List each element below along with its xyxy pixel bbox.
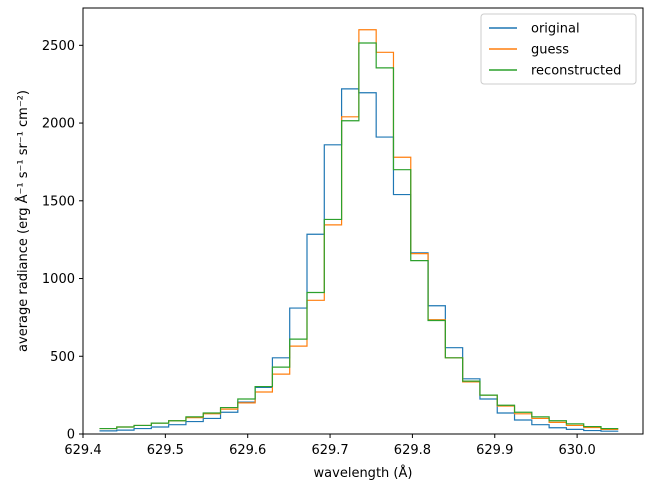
y-tick-label: 2000 [42, 117, 75, 132]
legend-label-reconstructed: reconstructed [531, 64, 621, 79]
y-tick-label: 500 [50, 350, 75, 365]
plot-frame [82, 7, 644, 435]
y-axis-ticks: 0 500 1000 1500 2000 2500 [42, 39, 83, 443]
legend: original guess reconstructed [480, 13, 637, 85]
legend-box [480, 13, 637, 85]
y-tick-label: 2500 [42, 39, 75, 54]
x-axis-label: wavelength (Å) [314, 465, 413, 481]
x-tick-label: 630.0 [559, 443, 596, 458]
x-tick-label: 629.6 [229, 443, 266, 458]
legend-label-guess: guess [531, 43, 569, 58]
y-axis-label: average radiance (erg Å⁻¹ s⁻¹ sr⁻¹ cm⁻²) [15, 90, 31, 352]
x-tick-label: 629.9 [476, 443, 513, 458]
x-tick-label: 629.7 [311, 443, 348, 458]
x-tick-label: 629.5 [147, 443, 184, 458]
y-tick-label: 1000 [42, 272, 75, 287]
series-reconstructed-line [99, 42, 619, 430]
series-original-line [99, 88, 619, 432]
series-layer [99, 29, 619, 432]
y-tick-label: 1500 [42, 194, 75, 209]
legend-label-original: original [531, 22, 580, 37]
x-tick-label: 629.4 [64, 443, 101, 458]
y-tick-label: 0 [67, 428, 75, 443]
x-tick-label: 629.8 [394, 443, 431, 458]
x-axis-ticks: 629.4 629.5 629.6 629.7 629.8 629.9 630.0 [64, 434, 596, 458]
